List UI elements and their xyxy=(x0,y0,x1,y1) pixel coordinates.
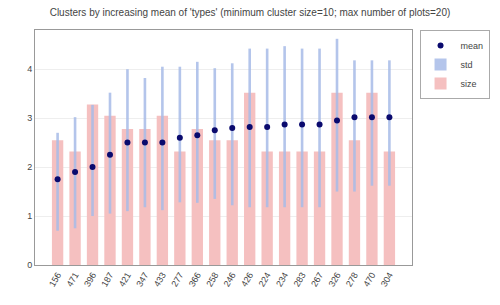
svg-text:277: 277 xyxy=(169,271,185,289)
svg-text:258: 258 xyxy=(204,271,220,289)
svg-text:std: std xyxy=(461,60,473,70)
svg-text:396: 396 xyxy=(82,271,98,289)
svg-text:mean: mean xyxy=(461,41,484,51)
svg-text:347: 347 xyxy=(134,271,150,289)
svg-text:433: 433 xyxy=(152,271,168,289)
svg-text:2: 2 xyxy=(27,162,32,172)
svg-text:470: 470 xyxy=(361,271,377,289)
svg-text:283: 283 xyxy=(292,271,308,289)
svg-text:156: 156 xyxy=(47,271,63,289)
svg-text:278: 278 xyxy=(344,271,360,289)
svg-text:0: 0 xyxy=(27,260,32,270)
svg-text:421: 421 xyxy=(117,271,133,289)
svg-text:326: 326 xyxy=(326,271,342,289)
svg-text:426: 426 xyxy=(239,271,255,289)
svg-text:1: 1 xyxy=(27,211,32,221)
svg-text:Clusters by increasing mean of: Clusters by increasing mean of 'types' (… xyxy=(50,7,451,18)
svg-text:267: 267 xyxy=(309,271,325,289)
svg-text:4: 4 xyxy=(27,64,32,74)
svg-text:366: 366 xyxy=(187,271,203,289)
svg-text:187: 187 xyxy=(99,271,115,289)
svg-text:3: 3 xyxy=(27,113,32,123)
svg-text:471: 471 xyxy=(65,271,81,289)
svg-text:304: 304 xyxy=(379,271,395,289)
svg-text:234: 234 xyxy=(274,271,290,289)
svg-text:224: 224 xyxy=(257,271,273,289)
svg-text:size: size xyxy=(461,79,477,89)
svg-text:246: 246 xyxy=(222,271,238,289)
